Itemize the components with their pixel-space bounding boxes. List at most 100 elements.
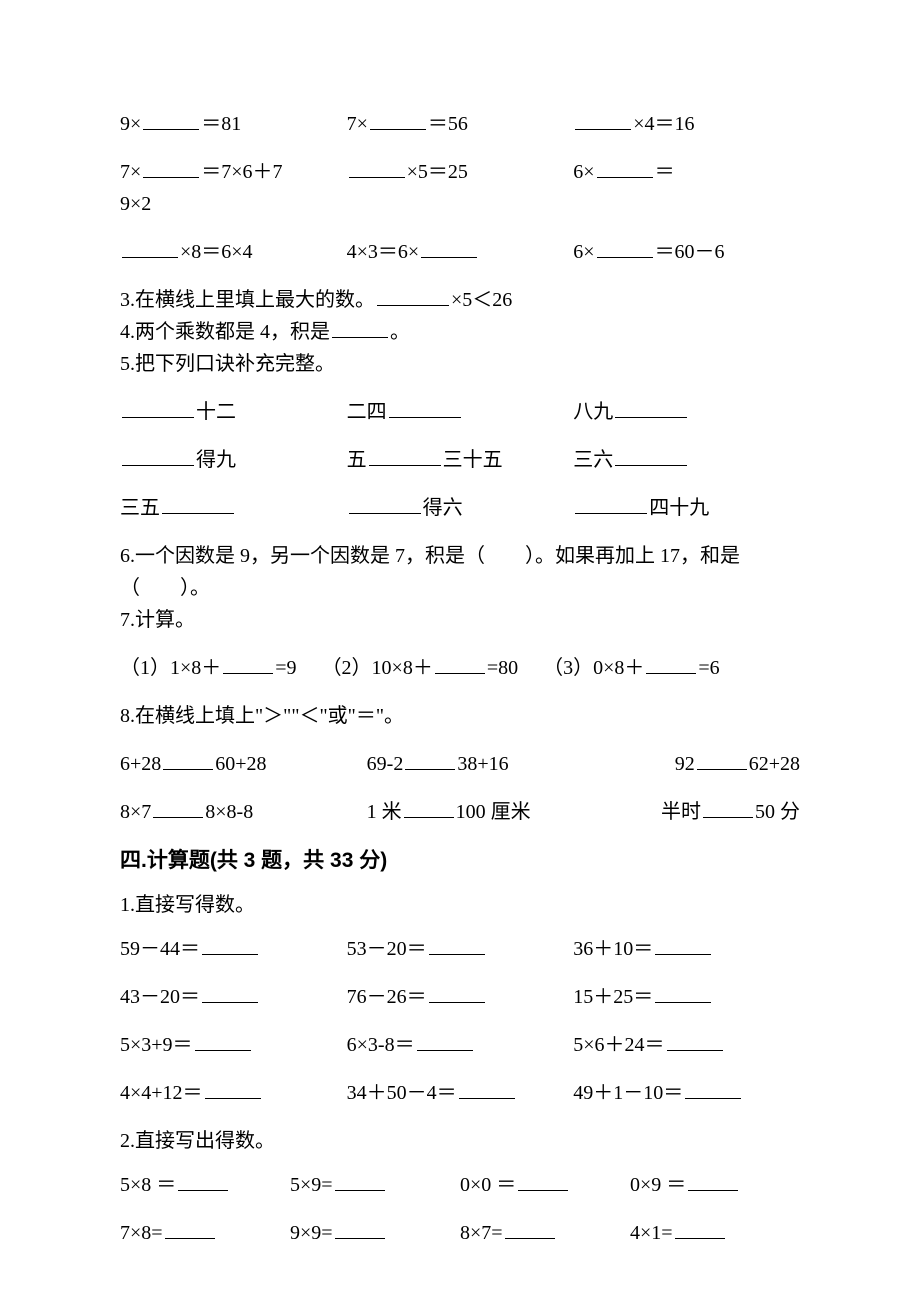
blank[interactable] [685, 1080, 741, 1099]
text: 。 [390, 321, 410, 343]
calc: 5×9= [290, 1171, 460, 1199]
blank[interactable] [178, 1172, 228, 1191]
calc: 4×1= [630, 1219, 800, 1247]
blank[interactable] [417, 1032, 473, 1051]
text: 四.计算题(共 3 题，共 33 分) [120, 849, 387, 872]
text: 6×3-8＝ [347, 1034, 415, 1056]
blank[interactable] [615, 447, 687, 466]
calc: 36＋10＝ [573, 935, 800, 963]
blank[interactable] [332, 319, 388, 338]
text: =80 [487, 657, 518, 679]
blank[interactable] [377, 287, 449, 306]
blank[interactable] [195, 1032, 251, 1051]
blank[interactable] [122, 447, 194, 466]
question-4: 4.两个乘数都是 4，积是。 [120, 318, 800, 346]
blank[interactable] [421, 239, 477, 258]
calc: 49＋1－10＝ [573, 1079, 800, 1107]
blank[interactable] [405, 751, 455, 770]
blank[interactable] [675, 1220, 725, 1239]
text: 4×3＝6× [347, 241, 420, 263]
text: 8×7= [460, 1222, 503, 1244]
blank[interactable] [335, 1172, 385, 1191]
blank[interactable] [205, 1080, 261, 1099]
blank[interactable] [575, 111, 631, 130]
blank[interactable] [122, 399, 194, 418]
text: 9×2 [120, 193, 151, 215]
blank[interactable] [165, 1220, 215, 1239]
blank[interactable] [143, 159, 199, 178]
blank[interactable] [597, 239, 653, 258]
fill-row-1: 9×＝81 7×＝56 ×4＝16 [120, 110, 800, 138]
compare: 1 米 100 厘米 [337, 798, 584, 826]
compare: 半时 50 分 [583, 798, 800, 826]
expr: 得六 [347, 494, 574, 522]
text: 半时 [661, 801, 701, 823]
text: 7×8= [120, 1222, 163, 1244]
text: 三五 [120, 497, 160, 519]
blank[interactable] [389, 399, 461, 418]
text: 5×3+9＝ [120, 1034, 193, 1056]
blank[interactable] [667, 1032, 723, 1051]
blank[interactable] [162, 495, 234, 514]
blank[interactable] [202, 984, 258, 1003]
blank[interactable] [429, 936, 485, 955]
blank[interactable] [143, 111, 199, 130]
text: 9×9= [290, 1222, 333, 1244]
text: 43－20＝ [120, 986, 200, 1008]
blank[interactable] [369, 447, 441, 466]
blank[interactable] [335, 1220, 385, 1239]
blank[interactable] [153, 799, 203, 818]
blank[interactable] [703, 799, 753, 818]
text: （2）10×8＋ [322, 657, 433, 679]
blank[interactable] [646, 655, 696, 674]
q5-row-2: 得九 五三十五 三六 [120, 446, 800, 474]
s4q2-row-2: 7×8= 9×9= 8×7= 4×1= [120, 1219, 800, 1247]
blank[interactable] [349, 159, 405, 178]
text: 100 厘米 [456, 801, 531, 823]
text: ×5＝25 [407, 161, 468, 183]
text: 得九 [196, 449, 236, 471]
s4q2-row-1: 5×8 ＝ 5×9= 0×0 ＝ 0×9 ＝ [120, 1171, 800, 1199]
expr: 6×＝60－6 [573, 238, 800, 266]
blank[interactable] [349, 495, 421, 514]
blank[interactable] [122, 239, 178, 258]
blank[interactable] [435, 655, 485, 674]
text: ×4＝16 [633, 113, 694, 135]
text: 4×1= [630, 1222, 673, 1244]
compare: 6+2860+28 [120, 750, 337, 778]
text: （3）0×8＋ [543, 657, 644, 679]
blank[interactable] [370, 111, 426, 130]
blank[interactable] [163, 751, 213, 770]
blank[interactable] [459, 1080, 515, 1099]
text: ＝7×6＋7 [201, 161, 282, 183]
blank[interactable] [505, 1220, 555, 1239]
text: 53－20＝ [347, 938, 427, 960]
blank[interactable] [688, 1172, 738, 1191]
blank[interactable] [518, 1172, 568, 1191]
blank[interactable] [429, 984, 485, 1003]
s4q1-row-4: 4×4+12＝ 34＋50－4＝ 49＋1－10＝ [120, 1079, 800, 1107]
text: 1.直接写得数。 [120, 894, 255, 916]
blank[interactable] [575, 495, 647, 514]
calc: 6×3-8＝ [347, 1031, 574, 1059]
blank[interactable] [697, 751, 747, 770]
blank[interactable] [655, 984, 711, 1003]
blank[interactable] [655, 936, 711, 955]
text: 36＋10＝ [573, 938, 653, 960]
calc: 53－20＝ [347, 935, 574, 963]
text: 2.直接写出得数。 [120, 1130, 275, 1152]
s4q1-row-2: 43－20＝ 76－26＝ 15＋25＝ [120, 983, 800, 1011]
text: 5×8 ＝ [120, 1174, 176, 1196]
calc: 43－20＝ [120, 983, 347, 1011]
blank[interactable] [404, 799, 454, 818]
question-3: 3.在横线上里填上最大的数。×5＜26 [120, 286, 800, 314]
blank[interactable] [202, 936, 258, 955]
text: 50 分 [755, 801, 800, 823]
blank[interactable] [615, 399, 687, 418]
text: 8×7 [120, 801, 151, 823]
text: 1 米 [367, 801, 402, 823]
blank[interactable] [597, 159, 653, 178]
expr: 三六 [573, 446, 800, 474]
calc: 5×3+9＝ [120, 1031, 347, 1059]
blank[interactable] [223, 655, 273, 674]
